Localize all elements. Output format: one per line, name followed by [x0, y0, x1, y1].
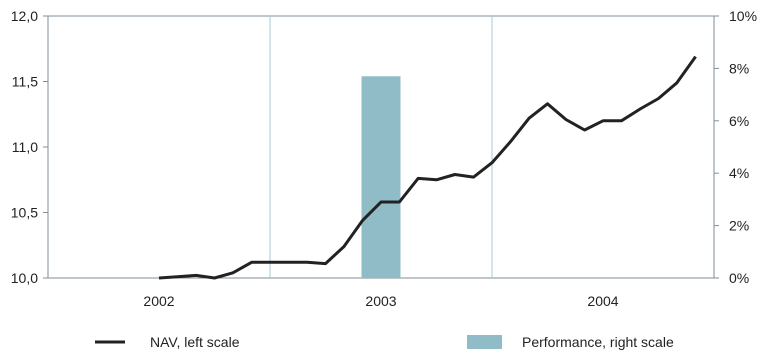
legend-label-performance: Performance, right scale — [522, 334, 674, 350]
right-tick-label: 4% — [729, 165, 749, 181]
legend-label-nav: NAV, left scale — [150, 334, 240, 350]
right-tick-label: 0% — [729, 270, 749, 286]
legend: NAV, left scale Performance, right scale — [95, 334, 674, 350]
right-tick-label: 2% — [729, 218, 749, 234]
right-axis-ticks: 0% 2% 4% 6% 8% 10% — [729, 8, 757, 286]
right-tick-label: 6% — [729, 113, 749, 129]
right-tick-label: 10% — [729, 8, 757, 24]
x-tick-label: 2002 — [143, 293, 174, 309]
nav-line — [158, 55, 697, 280]
performance-bar-2003 — [361, 76, 401, 278]
performance-bars — [361, 76, 401, 278]
left-tick-label: 11,0 — [12, 139, 38, 155]
x-tick-label: 2004 — [587, 293, 618, 309]
grid-lines — [269, 16, 493, 278]
left-tick-label: 11,5 — [12, 74, 38, 90]
left-tick-label: 10,5 — [11, 205, 38, 221]
left-tick-label: 12,0 — [11, 8, 38, 24]
nav-series-line — [158, 55, 697, 280]
x-axis-ticks: 2002 2003 2004 — [143, 293, 618, 309]
left-tick-label: 10,0 — [11, 270, 38, 286]
left-axis-ticks: 10,0 10,5 11,0 11,5 12,0 — [11, 8, 38, 286]
legend-bar-swatch — [467, 335, 502, 349]
right-tick-label: 8% — [729, 60, 749, 76]
axes — [43, 15, 719, 279]
x-tick-label: 2003 — [365, 293, 396, 309]
